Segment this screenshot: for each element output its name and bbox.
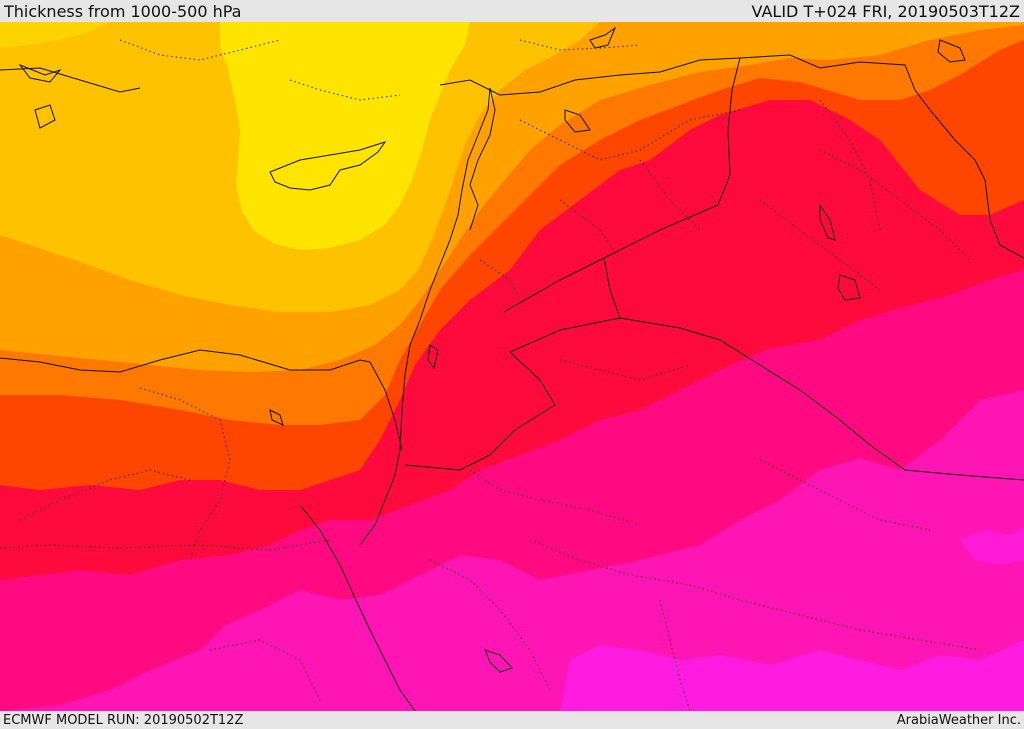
province-borders <box>0 39 981 711</box>
thickness-map-svg <box>0 22 1024 711</box>
bottom-bar: ECMWF MODEL RUN: 20190502T12Z ArabiaWeat… <box>0 711 1024 729</box>
map-title: Thickness from 1000-500 hPa <box>4 1 242 21</box>
patch-bright-magenta-south <box>560 640 1024 711</box>
band-yellow-west <box>0 22 110 48</box>
country-borders <box>0 54 1024 711</box>
top-bar: Thickness from 1000-500 hPa VALID T+024 … <box>0 0 1024 22</box>
model-run: ECMWF MODEL RUN: 20190502T12Z <box>3 712 244 728</box>
valid-time: VALID T+024 FRI, 20190503T12Z <box>751 1 1020 21</box>
band-yellow <box>220 22 470 250</box>
thickness-map[interactable] <box>0 22 1024 711</box>
coastlines <box>18 26 966 673</box>
patch-bright-magenta-east <box>960 528 1024 565</box>
credit: ArabiaWeather Inc. <box>896 712 1021 728</box>
